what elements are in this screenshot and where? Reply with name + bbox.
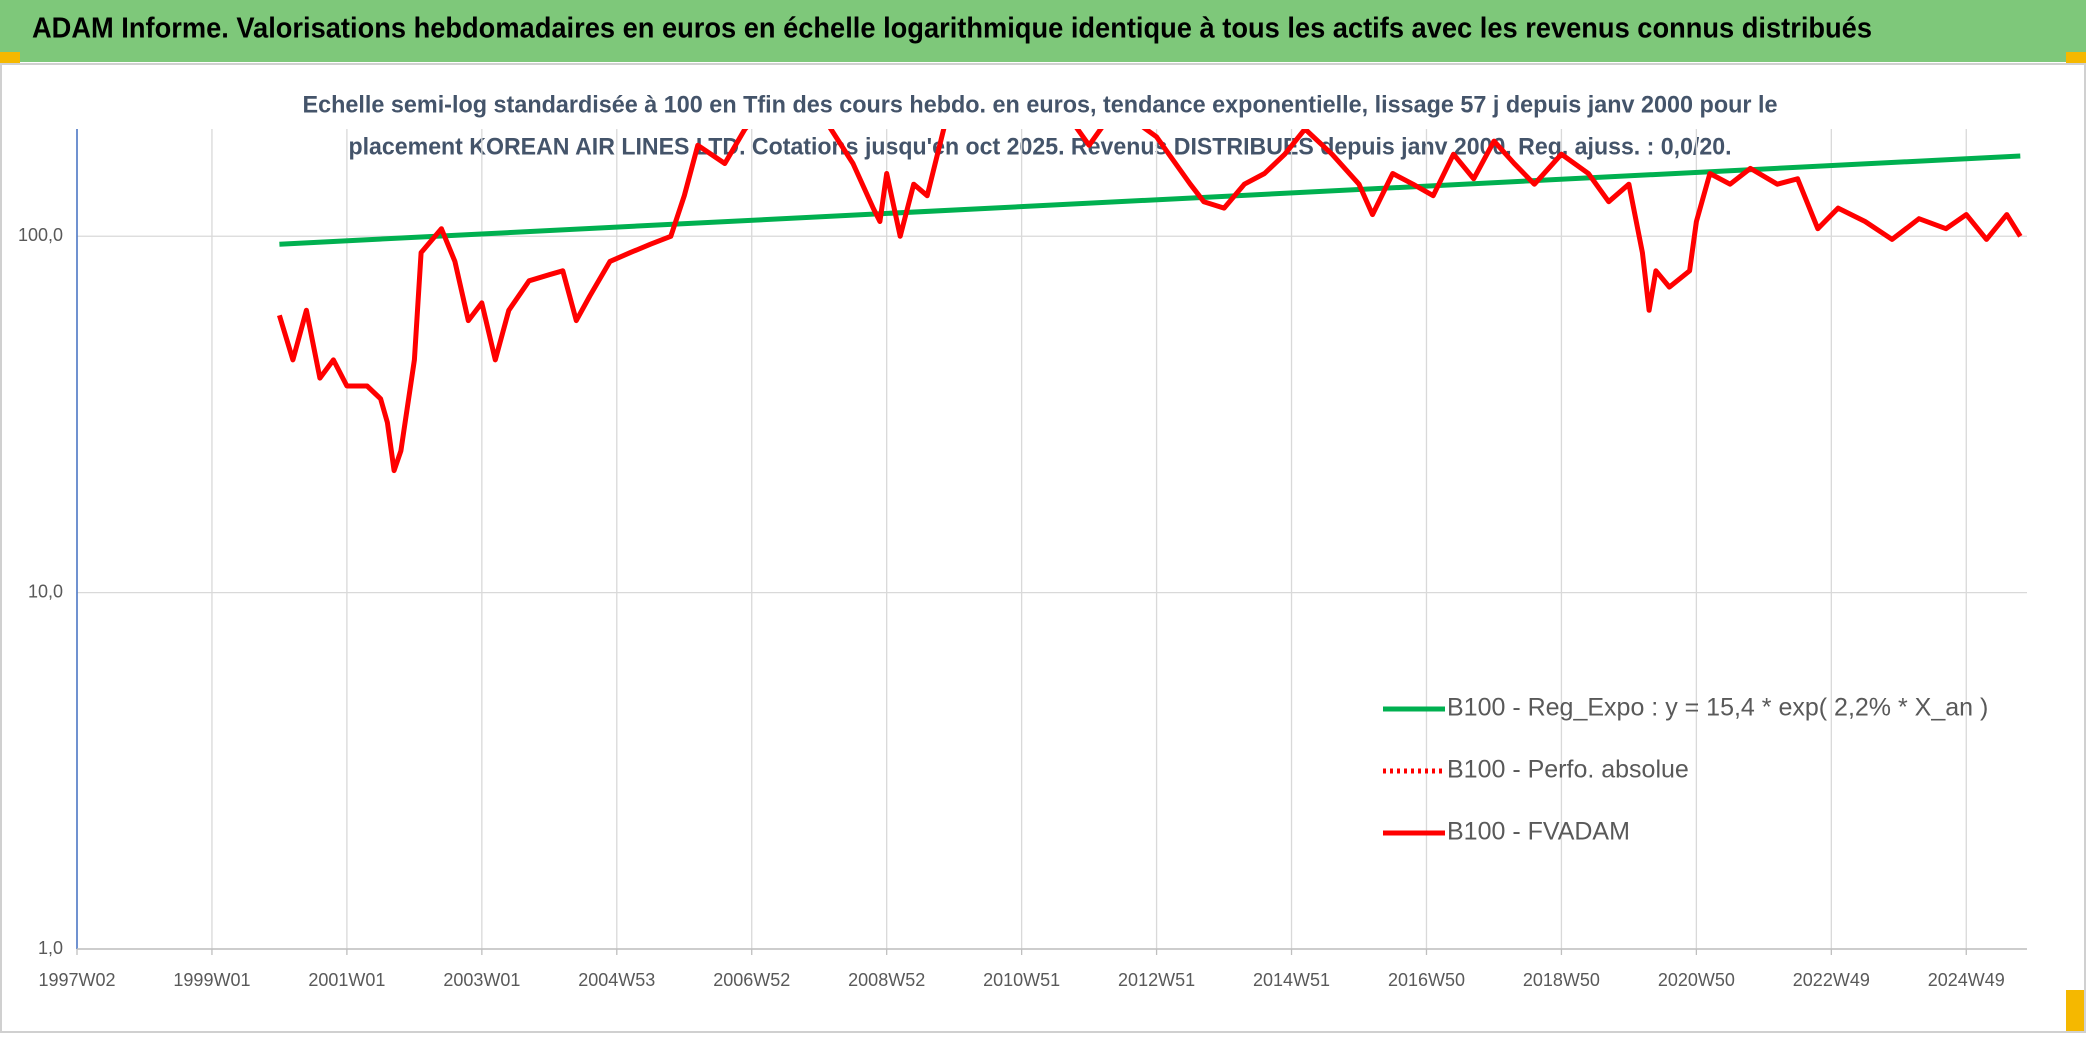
x-tick-label: 2016W50	[1388, 970, 1465, 990]
x-tick-label: 1997W02	[38, 970, 115, 990]
chart-title: ADAM Informe. Valorisations hebdomadaire…	[32, 13, 1872, 45]
y-tick-label: 100,0	[18, 225, 63, 245]
corner-mark	[0, 52, 20, 64]
y-tick-label: 1,0	[38, 938, 63, 958]
header-bar	[0, 0, 2086, 62]
x-tick-label: 2006W52	[713, 970, 790, 990]
corner-mark	[2066, 52, 2086, 64]
x-tick-label: 2014W51	[1253, 970, 1330, 990]
x-tick-label: 2008W52	[848, 970, 925, 990]
legend-label: B100 - Perfo. absolue	[1447, 756, 1689, 784]
legend-label: B100 - Reg_Expo : y = 15,4 * exp( 2,2% *…	[1447, 694, 1988, 722]
chart-subtitle: placement KOREAN AIR LINES LTD. Cotation…	[349, 133, 1732, 160]
series-line	[279, 153, 2021, 247]
plot-area	[277, 129, 2023, 474]
corner-mark	[2066, 990, 2086, 1033]
series-line	[277, 129, 2023, 474]
x-tick-label: 2003W01	[443, 970, 520, 990]
axes: 1,0 10,0 100,0 1997W02 1999W01 2001W01 2003W01…	[18, 129, 2027, 990]
x-tick-label: 2020W50	[1658, 970, 1735, 990]
x-tick-label: 2024W49	[1928, 970, 2005, 990]
legend-label: B100 - FVADAM	[1447, 818, 1630, 846]
x-tick-label: 1999W01	[173, 970, 250, 990]
chart-subtitle: Echelle semi-log standardisée à 100 en T…	[303, 91, 1778, 118]
y-tick-label: 10,0	[28, 581, 63, 601]
x-tick-label: 2018W50	[1523, 970, 1600, 990]
x-tick-label: 2022W49	[1793, 970, 1870, 990]
x-tick-label: 2004W53	[578, 970, 655, 990]
grid	[76, 129, 2027, 950]
x-tick-label: 2012W51	[1118, 970, 1195, 990]
x-tick-label: 2010W51	[983, 970, 1060, 990]
frame	[0, 63, 2086, 1033]
x-tick-label: 2001W01	[308, 970, 385, 990]
